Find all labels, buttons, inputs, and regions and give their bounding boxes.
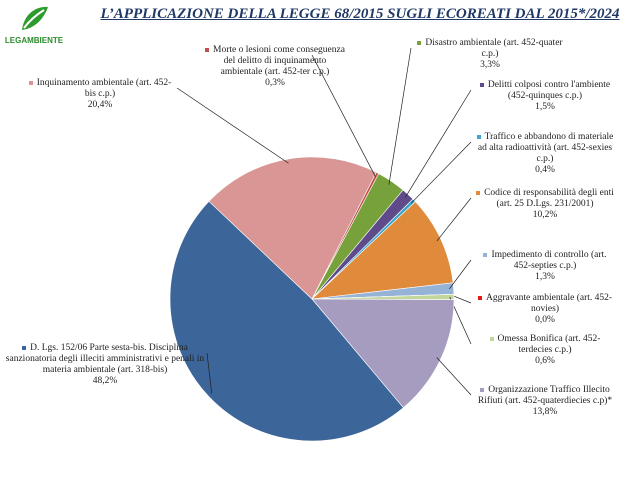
label-marker bbox=[483, 252, 488, 257]
category-name: Delitti colposi contro l'ambiente (452-q… bbox=[487, 80, 611, 101]
label-marker bbox=[476, 134, 481, 139]
category-name: Organizzazione Traffico Illecito Rifiuti… bbox=[477, 385, 613, 406]
label-marker bbox=[417, 40, 422, 45]
value-label: 13,8% bbox=[532, 407, 558, 417]
leader-line bbox=[176, 87, 289, 164]
leader-line bbox=[449, 259, 472, 290]
logo: LEGAMBIENTE bbox=[4, 4, 64, 45]
category-name: D. Lgs. 152/06 Parte sesta-bis. Discipli… bbox=[5, 343, 205, 375]
value-label: 1,5% bbox=[535, 102, 555, 112]
slice-label: Impedimento di controllo (art. 452-septi… bbox=[475, 250, 615, 283]
category-name: Impedimento di controllo (art. 452-septi… bbox=[491, 250, 607, 271]
slice-label: Codice di responsabilità degli enti (art… bbox=[475, 188, 615, 221]
value-label: 0,4% bbox=[535, 165, 555, 175]
category-name: Traffico e abbandono di materiale ad alt… bbox=[477, 132, 614, 164]
value-label: 10,2% bbox=[532, 210, 558, 220]
label-marker bbox=[480, 387, 485, 392]
value-label: 20,4% bbox=[87, 100, 113, 110]
value-label: 48,2% bbox=[92, 376, 118, 386]
value-label: 1,3% bbox=[535, 272, 555, 282]
label-marker bbox=[479, 82, 484, 87]
leader-line bbox=[410, 141, 472, 204]
slice-label: Morte o lesioni come conseguenza del del… bbox=[205, 45, 345, 89]
value-label: 0,6% bbox=[535, 356, 555, 366]
slice-label: Aggravante ambientale (art. 452-novies) 0… bbox=[475, 293, 615, 326]
chart-title: L’APPLICAZIONE DELLA LEGGE 68/2015 SUGLI… bbox=[100, 6, 620, 22]
slice-label: D. Lgs. 152/06 Parte sesta-bis. Discipli… bbox=[5, 343, 205, 387]
pie-slice bbox=[311, 201, 454, 300]
pie-slice bbox=[311, 298, 455, 409]
label-marker bbox=[28, 80, 33, 85]
logo-icon bbox=[22, 6, 48, 30]
slice-label: Inquinamento ambientale (art. 452-bis c.… bbox=[25, 78, 175, 111]
leader-line bbox=[388, 47, 412, 185]
leader-line bbox=[436, 197, 472, 242]
pie-slice bbox=[208, 156, 377, 300]
value-label: 3,3% bbox=[480, 60, 500, 70]
value-label: 0,0% bbox=[535, 315, 555, 325]
category-name: Disastro ambientale (art. 452-quater c.p… bbox=[425, 38, 563, 59]
category-name: Inquinamento ambientale (art. 452-bis c.… bbox=[36, 78, 172, 99]
label-marker bbox=[476, 190, 481, 195]
leader-line bbox=[436, 357, 472, 396]
pie-slice bbox=[311, 171, 380, 300]
label-marker bbox=[489, 336, 494, 341]
value-label: 0,3% bbox=[265, 78, 285, 88]
category-name: Codice di responsabilità degli enti (art… bbox=[484, 188, 614, 209]
label-marker bbox=[205, 47, 210, 52]
slice-label: Omessa Bonifica (art. 452-terdecies c.p.… bbox=[475, 334, 615, 367]
logo-text: LEGAMBIENTE bbox=[4, 36, 64, 45]
category-name: Aggravante ambientale (art. 452-novies) bbox=[485, 293, 613, 314]
slice-label: Delitti colposi contro l'ambiente (452-q… bbox=[475, 80, 615, 113]
label-marker bbox=[477, 295, 482, 300]
slice-label: Traffico e abbandono di materiale ad alt… bbox=[475, 132, 615, 176]
label-marker bbox=[22, 345, 27, 350]
category-name: Omessa Bonifica (art. 452-terdecies c.p.… bbox=[497, 334, 601, 355]
leader-line bbox=[404, 89, 472, 198]
category-name: Morte o lesioni come conseguenza del del… bbox=[213, 45, 345, 77]
slice-label: Disastro ambientale (art. 452-quater c.p… bbox=[415, 38, 565, 71]
leader-line bbox=[206, 352, 213, 394]
pie-slice bbox=[169, 200, 404, 442]
slice-label: Organizzazione Traffico Illecito Rifiuti… bbox=[475, 385, 615, 418]
leader-line bbox=[311, 54, 376, 177]
